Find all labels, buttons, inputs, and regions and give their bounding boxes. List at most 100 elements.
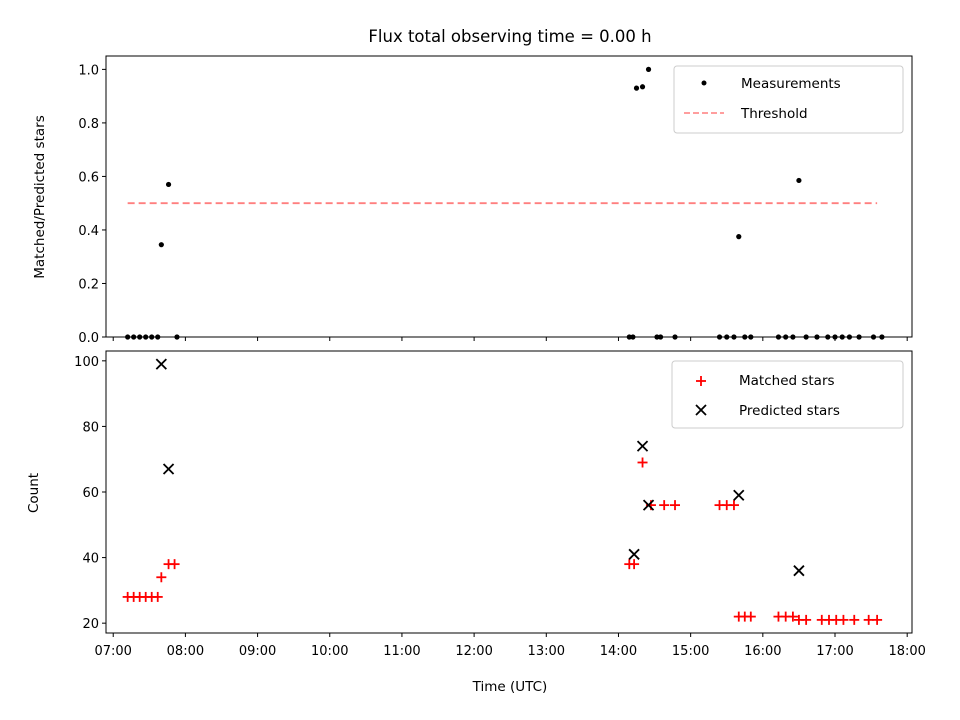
matched-star-point [152,591,163,602]
measurement-point [165,181,172,188]
measurement-point [742,334,748,340]
measurement-point [630,334,636,340]
measurement-point [724,334,730,340]
measurement-point [736,234,742,240]
count-legend: Matched stars Predicted stars [671,360,904,429]
matched-star-point [637,457,648,468]
matched-star-point [872,614,883,625]
y-tick-label: 0.4 [78,224,99,239]
measurement-point [137,334,143,340]
measurement-point [825,334,831,340]
matched-star-point [745,611,756,622]
y-tick-label: 0.8 [78,117,99,132]
x-tick-label: 12:00 [455,644,492,659]
legend-predicted-label: Predicted stars [739,403,840,419]
matched-star-point [728,500,739,511]
measurement-point [657,334,664,340]
x-tick-label: 16:00 [744,644,781,659]
matched-star-point [670,500,681,511]
predicted-star-point [793,565,805,577]
measurement-point [639,84,646,90]
x-tick-label: 07:00 [94,644,131,659]
measurement-point [748,334,754,340]
ratio-y-axis-label: Matched/Predicted stars [32,115,48,278]
measurement-point [125,334,131,340]
x-tick-label: 14:00 [600,644,637,659]
y-tick-label: 0.6 [78,170,99,185]
measurement-point [672,334,678,340]
count-y-axis-label: Count [26,473,42,513]
ratio-legend-box [673,65,904,134]
matched-star-point [659,500,670,511]
measurement-point [645,66,652,72]
matched-star-point [169,559,180,570]
measurement-point [131,334,137,340]
legend-measurements-label: Measurements [741,76,841,92]
predicted-star-point [642,499,655,511]
predicted-star-point [636,440,649,452]
measurement-point [155,334,161,340]
matched-star-point [849,614,860,625]
x-tick-label: 15:00 [672,644,709,659]
ratio-panel-frame [105,55,913,338]
measurement-point [633,85,640,91]
x-tick-label: 09:00 [239,644,276,659]
measurement-point [783,334,789,340]
legend-matched-marker [696,376,706,386]
legend-matched-label: Matched stars [739,373,835,389]
measurement-point [814,334,820,340]
measurement-point [158,242,164,248]
legend-predicted-marker [695,404,707,416]
x-axis-label: Time (UTC) [472,679,548,695]
x-tick-label: 13:00 [528,644,565,659]
measurement-point [149,334,155,340]
measurement-point [856,334,862,340]
measurement-point [775,334,782,340]
legend-measurements-marker [701,80,707,86]
chart-title: Flux total observing time = 0.00 h [368,27,651,46]
measurement-point [832,334,838,340]
matched-star-point [787,611,798,622]
predicted-star-point [733,489,745,501]
predicted-star-point [155,358,167,370]
matched-star-point [629,559,640,570]
y-tick-label: 0.2 [78,277,99,292]
predicted-star-point [162,463,175,475]
y-tick-label: 60 [82,486,99,501]
matched-star-point [863,614,874,625]
y-tick-label: 0.0 [78,331,99,346]
matched-star-point [838,614,849,625]
y-tick-label: 20 [82,617,99,632]
measurement-point [626,334,632,340]
measurement-point [796,177,802,184]
count-panel: 20 40 60 80 100 07:00 08:00 09:00 10:00 11:00 12:… [26,350,926,659]
y-tick-label: 1.0 [78,63,99,78]
y-tick-label: 80 [82,420,99,435]
measurement-point [879,334,885,340]
ratio-panel: 0.0 0.2 0.4 0.6 0.8 1.0 Matched/Predicted sta… [32,55,913,346]
measurement-point [846,334,853,340]
ratio-legend: Measurements Threshold [673,65,904,134]
y-tick-label: 40 [82,552,99,567]
x-tick-label: 17:00 [816,644,853,659]
predicted-star-point [628,548,640,560]
measurement-point [174,334,180,340]
x-tick-label: 10:00 [311,644,348,659]
y-tick-label: 100 [74,355,99,370]
measurement-point [716,334,723,340]
matched-star-point [801,614,812,625]
x-tick-label: 18:00 [888,644,925,659]
count-legend-box [671,360,904,429]
measurement-point [870,334,877,340]
measurement-point [731,334,737,340]
measurement-point [839,334,845,340]
measurement-point [654,334,660,340]
x-tick-label: 11:00 [383,644,420,659]
x-tick-label: 08:00 [167,644,204,659]
measurement-point [803,334,809,340]
measurement-point [143,334,149,340]
measurement-point [790,334,796,340]
matched-star-point [156,572,167,583]
legend-threshold-label: Threshold [740,106,808,122]
